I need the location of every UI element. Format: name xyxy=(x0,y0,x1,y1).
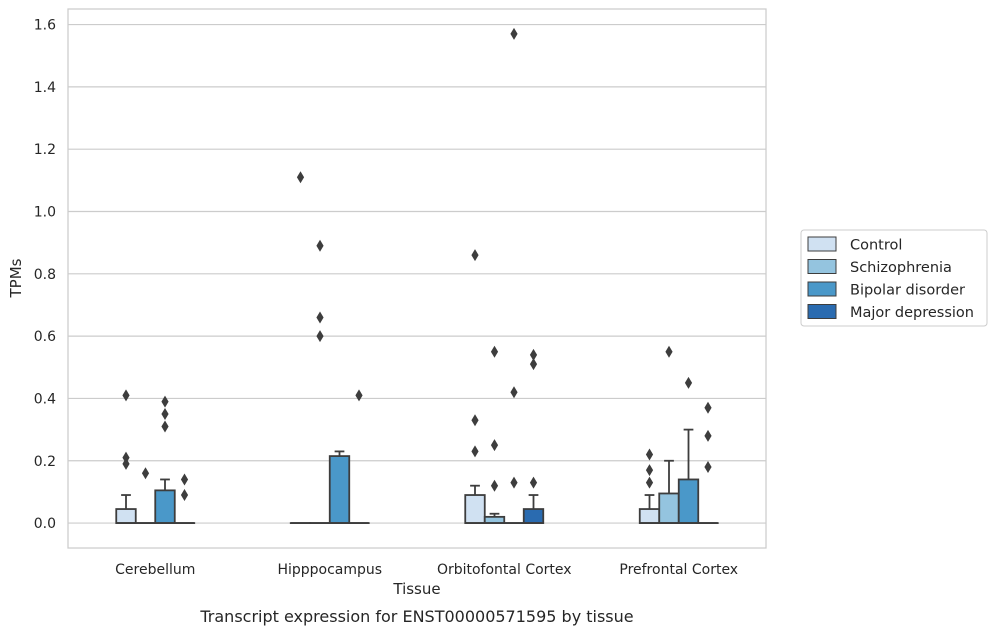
outlier-point xyxy=(122,389,130,402)
outlier-point xyxy=(645,464,654,477)
outlier-point xyxy=(704,401,712,414)
outlier-point xyxy=(122,451,130,464)
boxes-layer xyxy=(115,428,719,524)
outlier-point xyxy=(684,376,693,389)
gridlines xyxy=(68,23,766,524)
outlier-point xyxy=(529,348,538,361)
box-group xyxy=(658,459,680,524)
outlier-point xyxy=(529,358,538,371)
box xyxy=(522,508,545,524)
outlier-point xyxy=(529,476,538,489)
outlier-point xyxy=(316,239,324,252)
box xyxy=(464,494,486,524)
legend-swatch xyxy=(807,281,837,297)
box-group xyxy=(328,450,351,524)
outlier-point xyxy=(316,311,324,324)
legend-swatch xyxy=(807,236,837,252)
box xyxy=(483,515,506,524)
plot-area xyxy=(67,8,767,549)
y-tick-label: 1.4 xyxy=(34,80,56,96)
box xyxy=(154,489,176,524)
legend-label: Major depression xyxy=(850,305,974,321)
y-tick-label: 0.8 xyxy=(34,267,56,283)
outlier-point xyxy=(471,249,479,262)
legend-label: Bipolar disorder xyxy=(850,283,965,299)
box xyxy=(115,508,137,524)
x-axis-ticks: Cerebellum Hipppocampus Orbitofontal Corte… xyxy=(115,562,738,578)
outlier-point xyxy=(510,476,518,489)
x-tick-label: Prefrontal Cortex xyxy=(619,562,738,578)
outlier-point xyxy=(510,27,518,40)
outlier-point xyxy=(355,389,363,402)
y-axis-title: TPMs xyxy=(7,258,25,298)
outlier-point xyxy=(471,445,479,458)
outlier-point xyxy=(161,420,169,433)
legend-swatch xyxy=(807,304,837,319)
outlier-point xyxy=(704,460,712,473)
x-axis-title: Tissue xyxy=(392,580,440,598)
y-tick-label: 1.2 xyxy=(34,142,56,158)
outlier-point xyxy=(296,171,305,184)
box-group xyxy=(464,484,486,524)
box xyxy=(658,492,680,524)
outliers-layer xyxy=(122,27,712,502)
legend-frame xyxy=(800,229,988,327)
y-tick-label: 1.0 xyxy=(34,205,56,221)
outlier-point xyxy=(490,345,499,358)
outlier-point xyxy=(645,448,654,461)
legend-label: Control xyxy=(850,238,902,254)
y-tick-label: 0.4 xyxy=(34,391,56,407)
outlier-point xyxy=(665,345,673,358)
y-tick-label: 0.2 xyxy=(34,454,56,470)
x-tick-label: Orbitofontal Cortex xyxy=(437,562,572,578)
outlier-point xyxy=(490,479,499,492)
outlier-point xyxy=(316,330,324,343)
box-group xyxy=(154,478,176,524)
y-tick-label: 0.0 xyxy=(34,516,56,532)
outlier-point xyxy=(161,395,169,408)
legend-label: Schizophrenia xyxy=(850,260,952,276)
outlier-point xyxy=(510,386,518,399)
outlier-point xyxy=(180,489,189,502)
box-group xyxy=(677,428,700,524)
box xyxy=(328,455,351,524)
outlier-point xyxy=(704,429,712,442)
box-group xyxy=(522,494,545,524)
legend: Control Schizophrenia Bipolar disorder Majo… xyxy=(800,229,988,327)
outlier-point xyxy=(471,414,479,427)
box-group xyxy=(483,512,506,524)
box xyxy=(677,478,700,524)
outlier-point xyxy=(490,439,499,452)
box xyxy=(638,508,661,524)
y-axis-ticks: 0.0 0.2 0.4 0.6 0.8 1.0 1.2 1.4 1.6 xyxy=(34,18,56,532)
box-group xyxy=(115,494,137,524)
outlier-point xyxy=(122,457,130,470)
y-tick-label: 0.6 xyxy=(34,329,56,345)
chart-caption: Transcript expression for ENST0000057159… xyxy=(199,607,633,626)
y-tick-label: 1.6 xyxy=(34,18,56,34)
x-tick-label: Hipppocampus xyxy=(277,562,382,578)
outlier-point xyxy=(645,476,654,489)
outlier-point xyxy=(180,473,189,486)
x-tick-label: Cerebellum xyxy=(115,562,195,578)
box-group xyxy=(638,494,661,524)
outlier-point xyxy=(141,467,150,480)
outlier-point xyxy=(161,408,169,421)
legend-swatch xyxy=(807,259,837,274)
